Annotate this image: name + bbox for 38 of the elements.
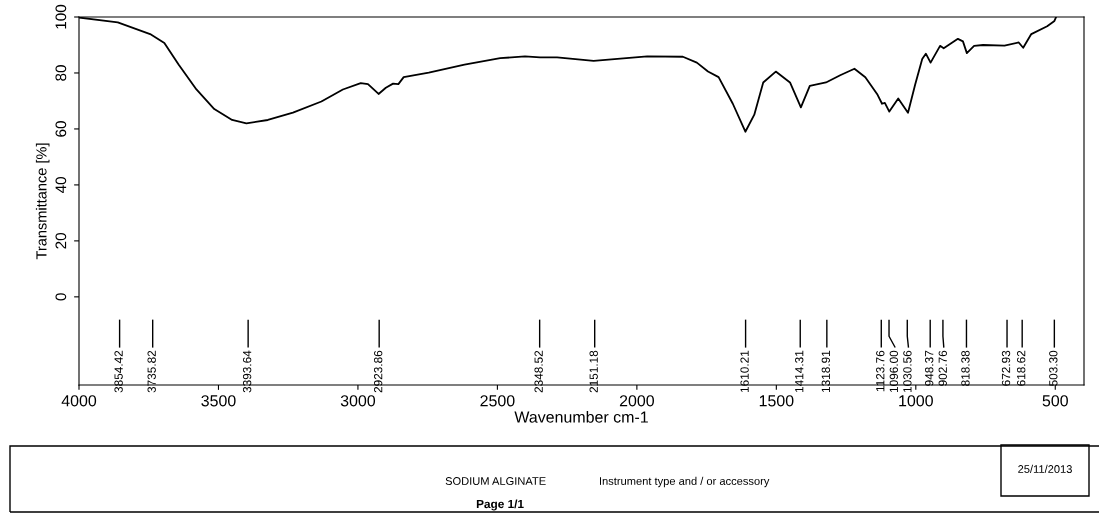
y-tick-label: 60 xyxy=(55,121,67,137)
annotation: 902.76 xyxy=(938,350,947,386)
x-tick-label: 4000 xyxy=(61,395,97,407)
y-axis-title: Transmittance [%] xyxy=(35,143,50,260)
annotation: 1030.56 xyxy=(903,350,912,393)
y-tick-label: 40 xyxy=(55,177,67,194)
x-tick-label: 2500 xyxy=(480,395,515,407)
x-axis-title: Wavenumber cm-1 xyxy=(514,411,648,423)
annotation: 3393.64 xyxy=(242,350,252,393)
x-tick-label: 3000 xyxy=(340,395,376,407)
x-tick-label: 3500 xyxy=(201,395,236,407)
text: SODIUM ALGINATE xyxy=(445,477,546,485)
annotation: 1096.00 xyxy=(889,350,899,393)
y-tick-label: 0 xyxy=(55,293,67,301)
annotation: 2348.52 xyxy=(534,350,543,393)
text: 25/11/2013 xyxy=(1018,464,1072,473)
annotation: 1610.21 xyxy=(740,350,749,393)
annotation: 818.38 xyxy=(961,350,970,386)
annotation: 3854.42 xyxy=(114,350,123,393)
annotation: 2151.18 xyxy=(589,350,598,393)
x-tick-label: 1000 xyxy=(899,395,933,407)
y-tick-label: 80 xyxy=(55,65,67,81)
annotation: 618.62 xyxy=(1016,350,1026,386)
x-tick-label: 2000 xyxy=(619,395,655,407)
y-tick-label: 20 xyxy=(55,232,67,249)
annotation: 1318.91 xyxy=(821,350,831,393)
annotation: 1123.76 xyxy=(876,350,885,392)
annotation: 503.30 xyxy=(1049,350,1058,386)
y-tick-label: 100 xyxy=(55,4,67,29)
annotation: 672.93 xyxy=(1001,350,1011,386)
annotation: 1414.31 xyxy=(795,350,804,393)
text: Page 1/1 xyxy=(476,499,524,511)
annotation: 3735.82 xyxy=(147,350,156,393)
text: Instrument type and / or accessory xyxy=(599,476,770,488)
annotation: 2923.86 xyxy=(373,350,383,393)
x-tick-label: 1500 xyxy=(759,395,794,407)
annotation: 948.37 xyxy=(925,350,934,386)
x-tick-label: 500 xyxy=(1042,395,1068,407)
